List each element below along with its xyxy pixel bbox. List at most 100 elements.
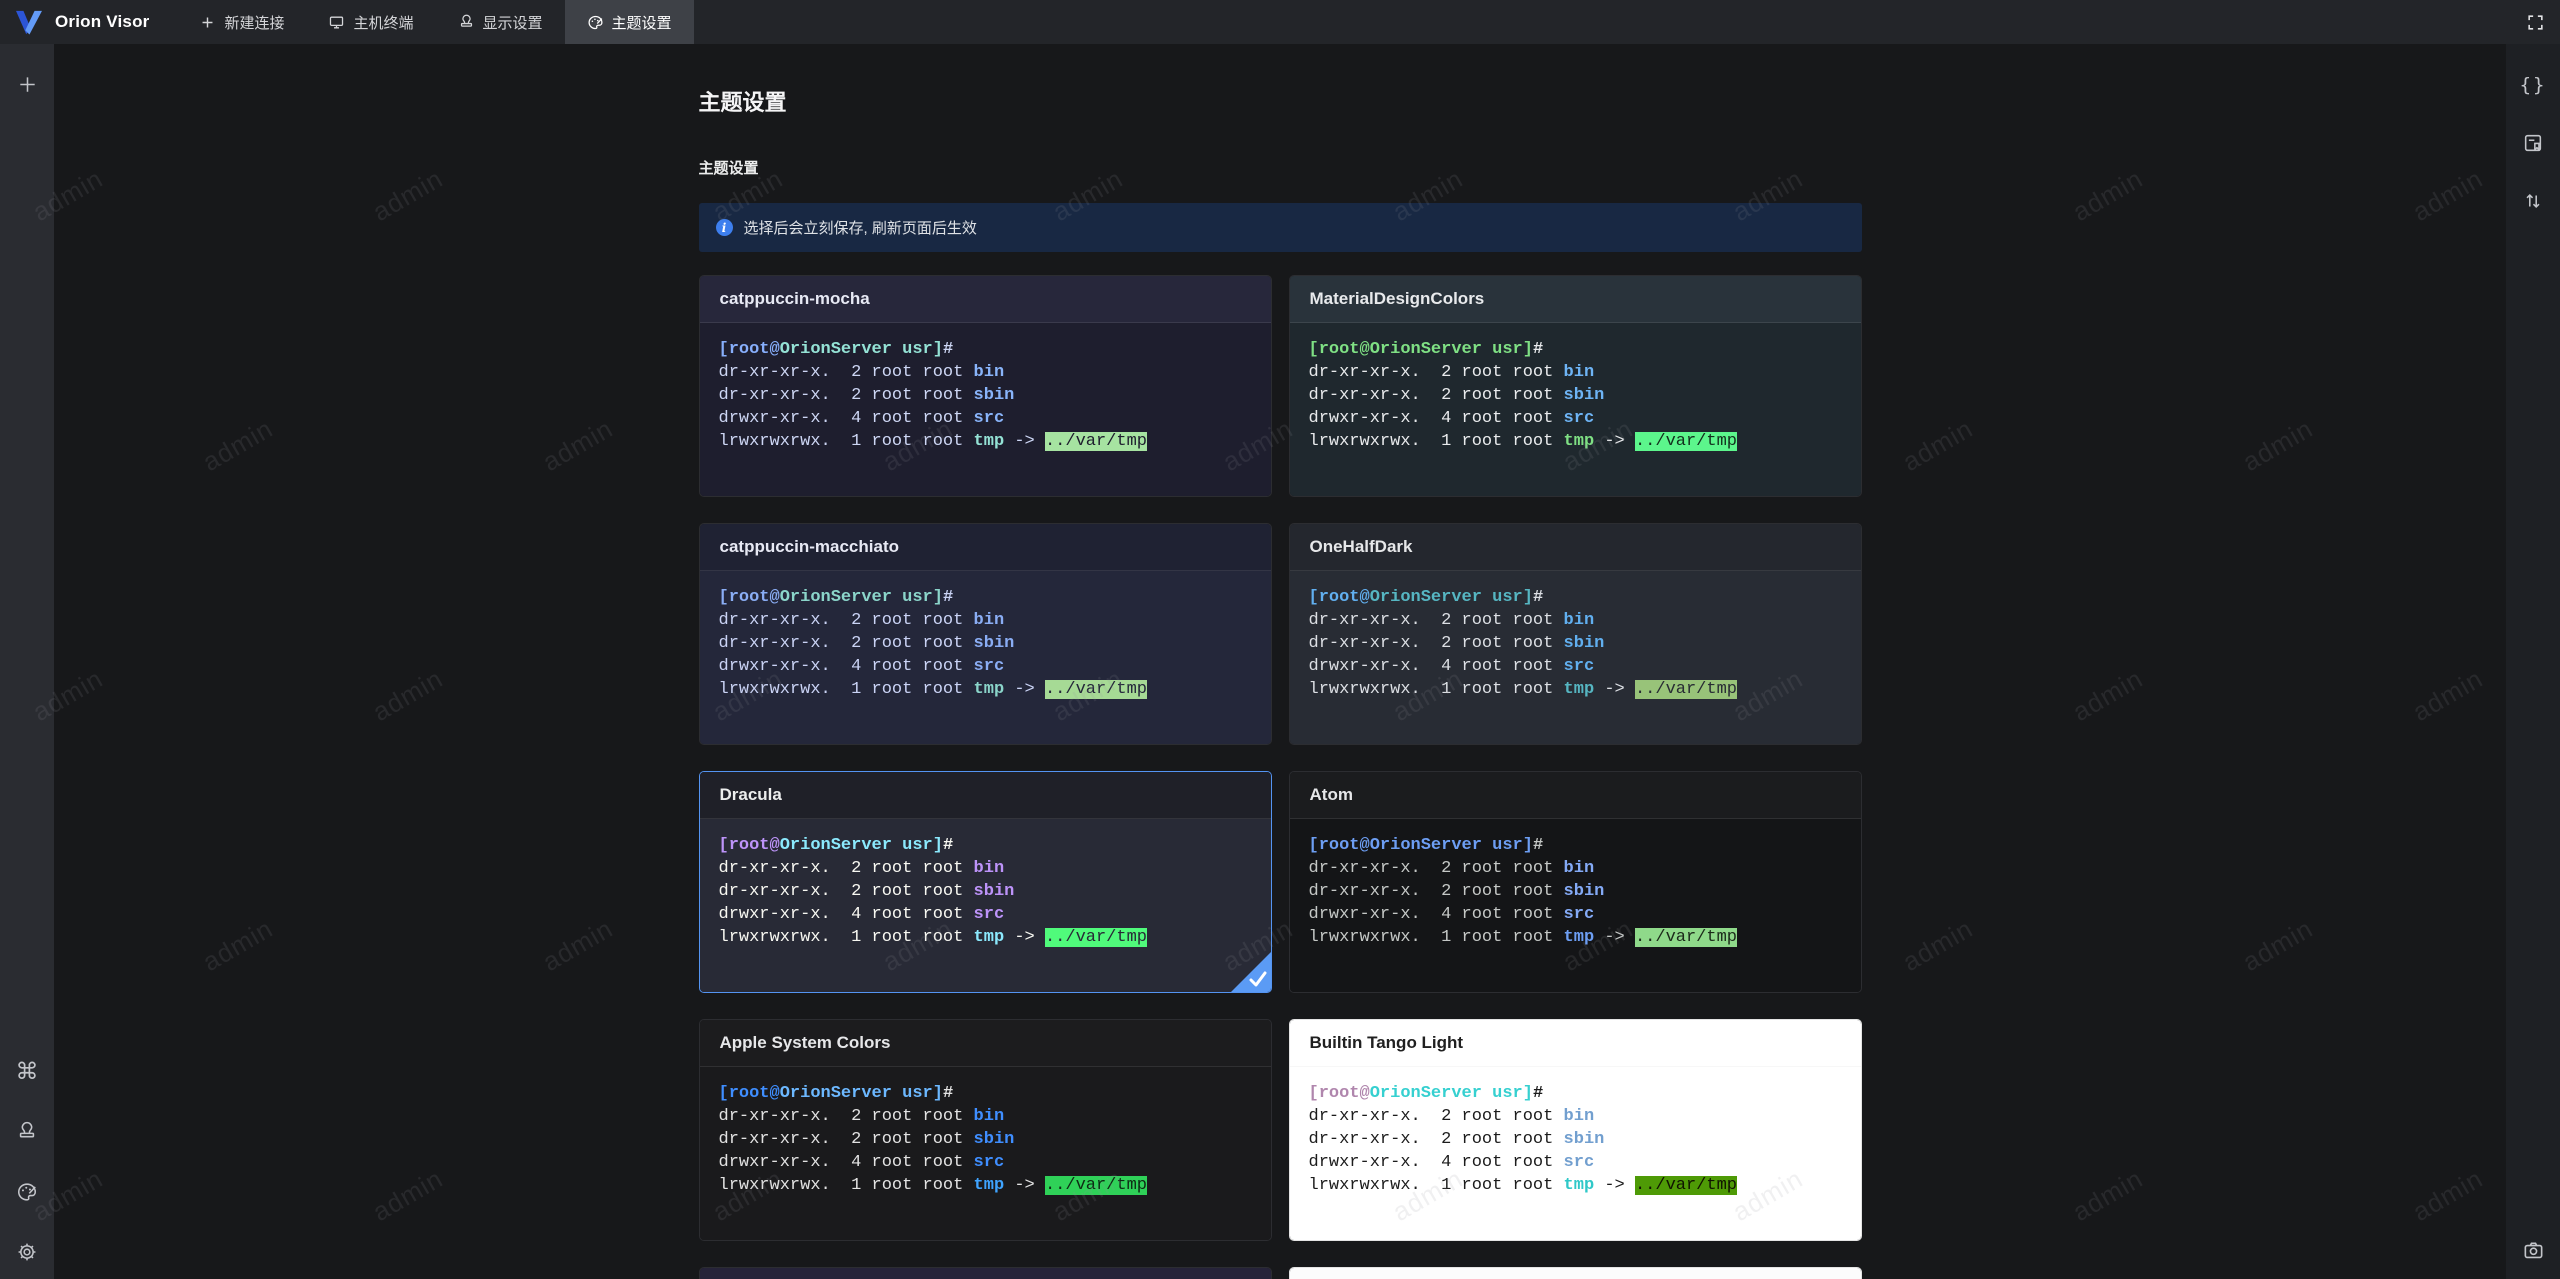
terminal-text: tmp xyxy=(1563,432,1595,451)
doc-bookmark-icon[interactable] xyxy=(2520,130,2546,156)
terminal-text: tmp xyxy=(973,680,1005,699)
terminal-text: bin xyxy=(1563,1107,1595,1126)
terminal-text: src xyxy=(1563,657,1595,676)
section-title: 主题设置 xyxy=(698,160,759,177)
theme-card-onehalfdark[interactable]: OneHalfDark [root@OrionServer usr]# dr-xr… xyxy=(1288,523,1862,745)
terminal-text: OrionServer usr] xyxy=(1369,836,1533,855)
theme-card-terminal-preview: [root@OrionServer usr]# dr-xr-xr-x. 2 roo… xyxy=(699,323,1271,496)
terminal-line: lrwxrwxrwx. 1 root root tmp -> ../var/tm… xyxy=(719,926,1252,949)
terminal-prompt-line: [root@OrionServer usr]# xyxy=(1309,338,1842,361)
stamp-icon[interactable] xyxy=(14,1119,40,1145)
fullscreen-icon[interactable] xyxy=(2526,0,2545,44)
orion-visor-logo-icon xyxy=(14,9,44,35)
info-alert: i 选择后会立刻保存, 刷新页面后生效 xyxy=(698,203,1862,252)
app-title: Orion Visor xyxy=(55,12,150,31)
tab-display-settings[interactable]: 显示设置 xyxy=(436,0,565,44)
terminal-line: dr-xr-xr-x. 2 root root bin xyxy=(1309,609,1842,632)
plus-icon[interactable] xyxy=(14,71,40,97)
tab-host-terminal[interactable]: 主机终端 xyxy=(306,0,435,44)
camera-icon[interactable] xyxy=(2520,1237,2546,1263)
terminal-line: dr-xr-xr-x. 2 root root sbin xyxy=(1309,880,1842,903)
theme-card-terminal-preview: [root@OrionServer usr]# dr-xr-xr-x. 2 roo… xyxy=(1289,571,1861,744)
info-alert-text: 选择后会立刻保存, 刷新页面后生效 xyxy=(743,220,977,237)
terminal-text: bin xyxy=(1563,611,1595,630)
sort-icon[interactable] xyxy=(2520,188,2546,214)
terminal-text: lrwxrwxrwx. 1 root root xyxy=(1308,680,1564,699)
terminal-prompt-line: [root@OrionServer usr]# xyxy=(1309,1082,1842,1105)
terminal-text: OrionServer usr] xyxy=(1369,340,1533,359)
terminal-text: lrwxrwxrwx. 1 root root xyxy=(1308,432,1564,451)
terminal-text: OrionServer usr] xyxy=(779,340,943,359)
terminal-prompt-line: [root@OrionServer usr]# xyxy=(1309,586,1842,609)
terminal-line: drwxr-xr-x. 4 root root src xyxy=(1309,655,1842,678)
tab-theme-settings[interactable]: 主题设置 xyxy=(564,0,694,44)
theme-card-terminal-preview: [root@OrionServer usr]# dr-xr-xr-x. 2 roo… xyxy=(1289,323,1861,496)
theme-card-atom[interactable]: Atom [root@OrionServer usr]# dr-xr-xr-x. … xyxy=(1288,771,1862,993)
terminal-text: drwxr-xr-x. 4 root root xyxy=(718,657,974,676)
terminal-text: bin xyxy=(973,1107,1005,1126)
navbar-tabs: 新建连接 主机终端 显示设置 主题设置 xyxy=(177,0,694,44)
terminal-line: dr-xr-xr-x. 2 root root sbin xyxy=(1309,384,1842,407)
symlink-target: ../var/tmp xyxy=(1634,680,1737,699)
theme-name: Dracula xyxy=(719,785,782,804)
theme-card-terminal-preview: [root@OrionServer usr]# dr-xr-xr-x. 2 roo… xyxy=(699,819,1271,992)
terminal-line: drwxr-xr-x. 4 root root src xyxy=(1309,407,1842,430)
symlink-target: ../var/tmp xyxy=(1044,1176,1147,1195)
terminal-line: dr-xr-xr-x. 2 root root sbin xyxy=(1309,1128,1842,1151)
theme-card-terminal-preview: [root@OrionServer usr]# dr-xr-xr-x. 2 roo… xyxy=(1289,819,1861,992)
terminal-text: # xyxy=(1532,340,1544,359)
terminal-text: drwxr-xr-x. 4 root root xyxy=(1308,409,1564,428)
theme-name: catppuccin-mocha xyxy=(719,289,870,308)
terminal-line: lrwxrwxrwx. 1 root root tmp -> ../var/tm… xyxy=(1309,430,1842,453)
terminal-text: [root@ xyxy=(718,1084,780,1103)
symlink-target: ../var/tmp xyxy=(1044,432,1147,451)
palette-icon[interactable] xyxy=(14,1179,40,1205)
terminal-text: dr-xr-xr-x. 2 root root xyxy=(718,1130,974,1149)
theme-card-catppuccin-mocha[interactable]: catppuccin-mocha [root@OrionServer usr]#… xyxy=(698,275,1272,497)
terminal-text: lrwxrwxrwx. 1 root root xyxy=(718,432,974,451)
terminal-line: lrwxrwxrwx. 1 root root tmp -> ../var/tm… xyxy=(1309,678,1842,701)
gear-icon[interactable] xyxy=(14,1239,40,1265)
tab-label: 主机终端 xyxy=(353,14,414,32)
app-brand: Orion Visor xyxy=(0,9,169,35)
terminal-text: # xyxy=(942,1084,954,1103)
stamp-icon xyxy=(458,14,475,31)
terminal-text: dr-xr-xr-x. 2 root root xyxy=(718,611,974,630)
terminal-text: -> xyxy=(1004,1176,1045,1195)
terminal-text: drwxr-xr-x. 4 root root xyxy=(718,1153,974,1172)
terminal-prompt-line: [root@OrionServer usr]# xyxy=(719,834,1252,857)
theme-card-builtin-tango-light[interactable]: Builtin Tango Light [root@OrionServer us… xyxy=(1288,1019,1862,1241)
terminal-prompt-line: [root@OrionServer usr]# xyxy=(719,1082,1252,1105)
terminal-text: dr-xr-xr-x. 2 root root xyxy=(1308,634,1564,653)
terminal-text: OrionServer usr] xyxy=(779,588,943,607)
terminal-prompt-line: [root@OrionServer usr]# xyxy=(719,586,1252,609)
terminal-text: lrwxrwxrwx. 1 root root xyxy=(718,1176,974,1195)
braces-icon[interactable]: {} xyxy=(2519,74,2547,96)
theme-card-header xyxy=(699,1268,1271,1279)
theme-card-partial[interactable] xyxy=(1288,1267,1862,1279)
theme-card-materialdesigncolors[interactable]: MaterialDesignColors [root@OrionServer u… xyxy=(1288,275,1862,497)
terminal-text: bin xyxy=(1563,363,1595,382)
theme-card-header: Atom xyxy=(1289,772,1861,819)
terminal-line: dr-xr-xr-x. 2 root root sbin xyxy=(719,632,1252,655)
theme-name: catppuccin-macchiato xyxy=(719,537,900,556)
tab-new-connection[interactable]: 新建连接 xyxy=(177,0,306,44)
symlink-target: ../var/tmp xyxy=(1044,680,1147,699)
terminal-text: sbin xyxy=(1563,882,1605,901)
tab-label: 主题设置 xyxy=(611,14,672,32)
theme-card-dracula[interactable]: Dracula [root@OrionServer usr]# dr-xr-xr-… xyxy=(698,771,1272,993)
palette-icon xyxy=(587,14,604,31)
terminal-text: drwxr-xr-x. 4 root root xyxy=(1308,905,1564,924)
terminal-text: [root@ xyxy=(718,340,780,359)
terminal-text: -> xyxy=(1594,432,1635,451)
terminal-text: [root@ xyxy=(1308,340,1370,359)
terminal-text: sbin xyxy=(973,386,1015,405)
theme-card-partial[interactable] xyxy=(698,1267,1272,1279)
terminal-text: tmp xyxy=(973,1176,1005,1195)
command-icon[interactable]: ⌘ xyxy=(15,1058,39,1085)
terminal-text: bin xyxy=(973,363,1005,382)
theme-card-apple-system-colors[interactable]: Apple System Colors [root@OrionServer us… xyxy=(698,1019,1272,1241)
terminal-text: [root@ xyxy=(1308,588,1370,607)
theme-card-catppuccin-macchiato[interactable]: catppuccin-macchiato [root@OrionServer u… xyxy=(698,523,1272,745)
terminal-text: drwxr-xr-x. 4 root root xyxy=(718,905,974,924)
